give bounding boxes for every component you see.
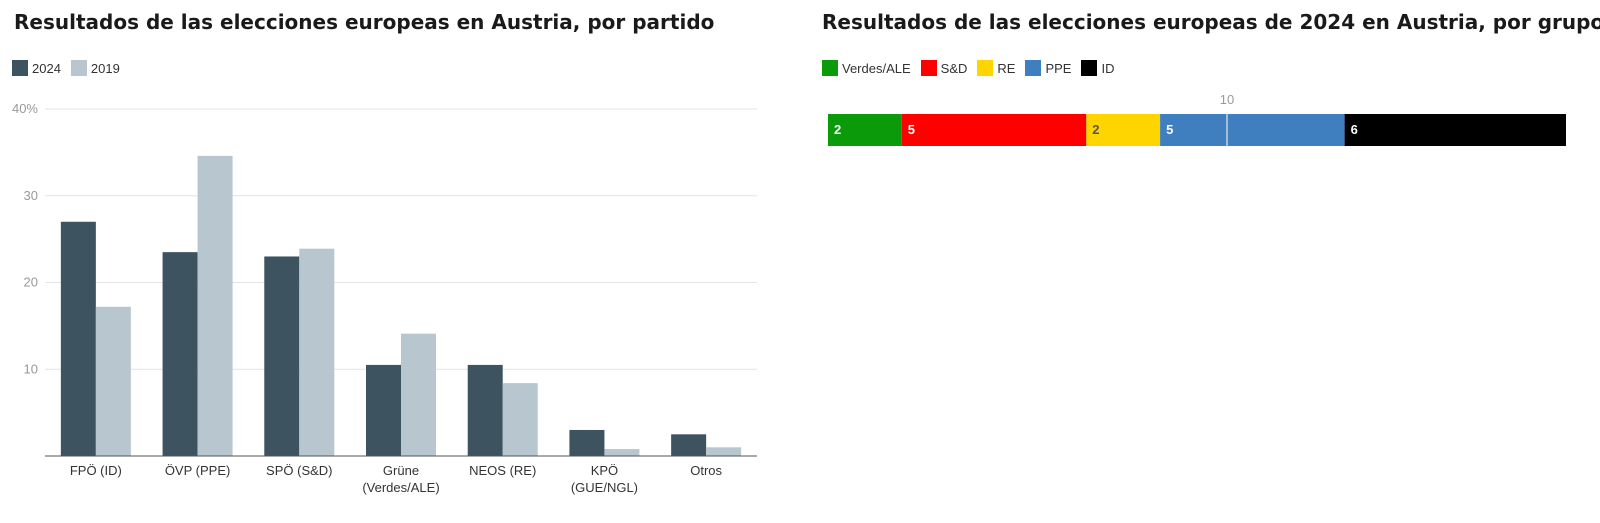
legend-swatch-2024 <box>12 60 28 76</box>
legend-swatch-s-d <box>920 60 937 76</box>
party-chart-legend: 2024 2019 <box>12 60 130 76</box>
legend-item-s-d[interactable]: S&D <box>920 60 968 76</box>
group-stacked-bar-chart: 2 5 2 5 6 10 <box>828 92 1566 146</box>
group-chart-title: Resultados de las elecciones europeas de… <box>822 10 1600 34</box>
marker-label: 10 <box>1220 92 1234 107</box>
legend-swatch-id <box>1081 60 1098 76</box>
bar-2019-gr-ne-verdes-ale[interactable] <box>401 333 436 456</box>
bar-2019-neos-re[interactable] <box>502 383 538 456</box>
bar-2024-sp-s-d[interactable] <box>264 256 300 456</box>
legend-label-2024: 2024 <box>32 60 61 76</box>
segment-re[interactable] <box>1086 114 1161 146</box>
party-results-panel: Resultados de las elecciones europeas en… <box>0 0 790 523</box>
bar-2024-otros[interactable] <box>671 434 707 456</box>
segment-label-verdes-ale: 2 <box>834 122 841 137</box>
legend-item-verdes-ale[interactable]: Verdes/ALE <box>822 60 911 76</box>
x-tick-label: FPÖ (ID) <box>70 463 122 478</box>
y-tick-label: 30 <box>24 188 38 203</box>
bar-2024-fp-id[interactable] <box>60 221 96 456</box>
party-chart-title: Resultados de las elecciones europeas en… <box>14 10 715 34</box>
legend-swatch-verdes-ale <box>822 60 838 76</box>
segment-s-d[interactable] <box>901 114 1087 146</box>
legend-swatch-re <box>977 60 994 76</box>
segment-label-s-d: 5 <box>908 122 915 137</box>
legend-item-id[interactable]: ID <box>1081 60 1114 76</box>
bar-2024-vp-ppe[interactable] <box>162 252 198 456</box>
segment-id[interactable] <box>1344 114 1566 146</box>
legend-label-re: RE <box>997 60 1016 76</box>
bar-2019-kp-gue-ngl[interactable] <box>604 449 640 456</box>
group-chart-legend: Verdes/ALE S&D RE PPE ID <box>822 60 1124 76</box>
x-tick-label: Grüne <box>383 463 419 478</box>
segment-label-ppe: 5 <box>1166 122 1173 137</box>
x-tick-label: (Verdes/ALE) <box>362 480 439 495</box>
segment-verdes-ale[interactable] <box>828 114 902 146</box>
legend-swatch-2019 <box>70 60 87 76</box>
legend-label-ppe: PPE <box>1045 60 1072 76</box>
bar-2024-neos-re[interactable] <box>467 364 503 456</box>
bar-2019-fp-id[interactable] <box>95 306 131 456</box>
segment-ppe[interactable] <box>1160 114 1345 146</box>
legend-item-re[interactable]: RE <box>977 60 1015 76</box>
x-tick-label: NEOS (RE) <box>469 463 536 478</box>
segment-label-id: 6 <box>1351 122 1358 137</box>
bar-2019-sp-s-d[interactable] <box>299 248 335 456</box>
legend-label-id: ID <box>1101 60 1115 76</box>
y-tick-label: 10 <box>24 361 38 376</box>
x-tick-label: (GUE/NGL) <box>571 480 638 495</box>
x-tick-label: Otros <box>690 463 722 478</box>
x-tick-label: KPÖ <box>591 463 618 478</box>
group-results-panel: Resultados de las elecciones europeas de… <box>820 0 1600 523</box>
y-tick-label: 20 <box>24 275 38 290</box>
party-bar-chart: 10 20 30 40% FPÖ (ID) ÖVP (PPE) SPÖ (S&D) Grüne… <box>12 101 757 495</box>
legend-item-ppe[interactable]: PPE <box>1025 60 1071 76</box>
legend-item-2019[interactable]: 2019 <box>70 60 120 76</box>
bar-2024-gr-ne-verdes-ale[interactable] <box>366 364 401 456</box>
y-tick-label: 40% <box>12 101 38 116</box>
legend-label-s-d: S&D <box>940 60 968 76</box>
legend-label-verdes-ale: Verdes/ALE <box>842 60 911 76</box>
legend-item-2024[interactable]: 2024 <box>12 60 61 76</box>
x-tick-label: ÖVP (PPE) <box>165 463 231 478</box>
x-tick-label: SPÖ (S&D) <box>266 463 332 478</box>
segment-label-re: 2 <box>1092 122 1099 137</box>
legend-swatch-ppe <box>1025 60 1042 76</box>
bar-2019-vp-ppe[interactable] <box>197 155 233 456</box>
legend-label-2019: 2019 <box>90 60 120 76</box>
bar-2019-otros[interactable] <box>706 447 742 456</box>
bar-2024-kp-gue-ngl[interactable] <box>569 429 605 456</box>
